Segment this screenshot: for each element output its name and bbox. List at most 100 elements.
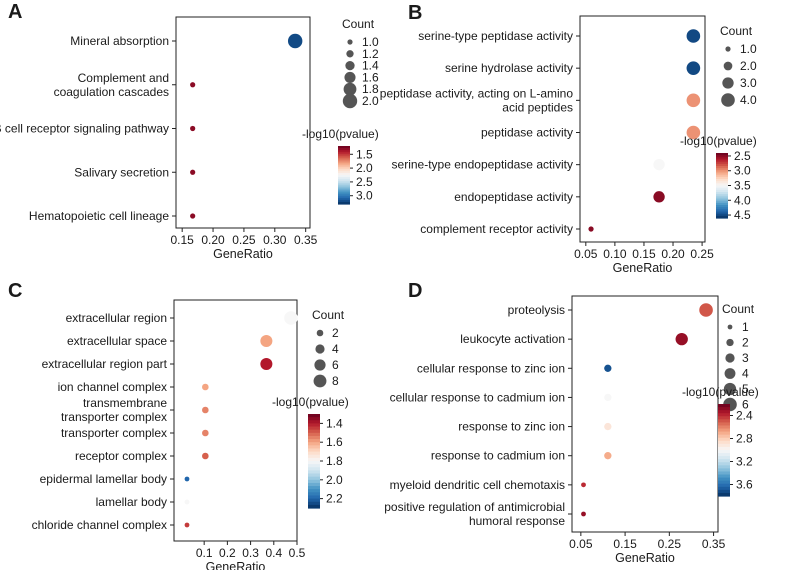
- color-legend-segment-a: [338, 176, 350, 180]
- color-legend-segment-b: [716, 215, 728, 219]
- data-point-b: [686, 61, 701, 75]
- x-tick-label-c: 0.4: [265, 546, 282, 560]
- data-point-c: [202, 383, 209, 391]
- color-legend-segment-a: [338, 157, 350, 161]
- x-tick-label-c: 0.2: [219, 546, 236, 560]
- color-legend-segment-d: [718, 410, 730, 414]
- color-legend-label-c: 1.4: [326, 416, 343, 430]
- category-label-line: acid peptides: [502, 100, 573, 114]
- color-legend-segment-a: [338, 146, 350, 149]
- data-point-c: [184, 522, 190, 528]
- category-label-c: ion channel complex: [58, 380, 167, 394]
- x-axis-title-b: GeneRatio: [613, 261, 673, 275]
- data-point-a: [190, 82, 196, 88]
- size-legend-dot-c: [316, 329, 324, 337]
- color-legend-segment-b: [716, 207, 728, 210]
- panel-label-c: C: [8, 280, 22, 302]
- color-legend-segment-a: [338, 186, 350, 190]
- color-legend-segment-a: [338, 161, 350, 164]
- color-legend-segment-b: [716, 183, 728, 187]
- category-label-d: response to cadmium ion: [431, 449, 565, 463]
- size-legend-dot-c: [314, 359, 326, 371]
- color-legend-segment-d: [718, 428, 730, 433]
- category-label-b: endopeptidase activity: [454, 190, 573, 204]
- category-label-a: Mineral absorption: [70, 34, 169, 48]
- color-legend-segment-a: [338, 147, 350, 151]
- x-tick-label-b: 0.15: [632, 247, 656, 261]
- color-legend-segment-d: [718, 462, 730, 466]
- size-legend-label-c: 4: [332, 342, 339, 356]
- size-legend-dot-a: [346, 50, 354, 58]
- color-legend-segment-b: [716, 196, 728, 200]
- color-legend-segment-b: [716, 187, 728, 191]
- color-legend-segment-c: [308, 476, 320, 481]
- category-label-line: Complement and: [78, 71, 169, 85]
- color-legend-label-d: 2.8: [736, 432, 753, 446]
- data-point-b: [653, 191, 665, 203]
- color-legend-segment-c: [308, 457, 320, 462]
- size-legend-title-b: Count: [720, 24, 753, 38]
- color-legend-segment-c: [308, 435, 320, 440]
- category-label-b: serine hydrolase activity: [445, 61, 573, 75]
- plot-frame-c: [173, 299, 298, 542]
- color-legend-segment-a: [338, 188, 350, 192]
- data-point-a: [287, 33, 303, 49]
- data-point-b: [686, 93, 701, 108]
- category-label-c: transporter complex: [61, 426, 167, 440]
- color-legend-segment-c: [308, 495, 320, 500]
- color-legend-segment-b: [716, 157, 728, 161]
- size-legend-label-d: 5: [742, 382, 749, 396]
- color-legend-segment-d: [718, 437, 730, 442]
- color-legend-segment-b: [716, 170, 728, 174]
- color-legend-segment-c: [308, 423, 320, 428]
- category-label-d: leukocyte activation: [460, 332, 565, 346]
- size-legend-dot-a: [347, 39, 353, 45]
- category-label-d: cellular response to cadmium ion: [390, 390, 565, 404]
- panel-label-d: D: [408, 280, 422, 302]
- color-legend-segment-c: [308, 482, 320, 487]
- color-legend-label-a: 2.0: [356, 161, 373, 175]
- size-legend-label-d: 1: [742, 320, 749, 334]
- x-axis-title-c: GeneRatio: [206, 560, 266, 570]
- size-legend-dot-a: [343, 82, 357, 96]
- category-label-c: extracellular region: [66, 311, 167, 325]
- panel-a: A Mineral absorption Complement and coagula…: [0, 1, 379, 261]
- category-label-line: transmembrane: [83, 396, 167, 410]
- color-legend-label-c: 1.8: [326, 454, 343, 468]
- category-label-c: transmembrane transporter complex: [61, 396, 167, 424]
- color-legend-segment-a: [338, 165, 350, 168]
- size-legend-label-d: 4: [742, 367, 749, 381]
- color-legend-segment-c: [308, 467, 320, 471]
- color-legend-segment-a: [338, 175, 350, 178]
- category-label-b: serine-type endopeptidase activity: [392, 158, 573, 172]
- color-legend-segment-b: [716, 202, 728, 206]
- data-point-a: [190, 169, 196, 175]
- size-legend-dot-c: [315, 344, 325, 354]
- color-legend-segment-c: [308, 501, 320, 506]
- data-point-d: [604, 364, 612, 372]
- x-tick-label-a: 0.35: [294, 233, 318, 247]
- size-legend-label-b: 1.0: [740, 42, 757, 56]
- size-legend-dot-b: [725, 46, 731, 52]
- color-legend-segment-a: [338, 194, 350, 197]
- category-label-b: serine-type peptidase activity: [418, 29, 573, 43]
- color-legend-segment-d: [718, 471, 730, 476]
- color-legend-segment-d: [718, 440, 730, 445]
- color-legend-segment-a: [338, 192, 350, 195]
- color-legend-segment-d: [718, 480, 730, 485]
- color-legend-segment-a: [338, 149, 350, 153]
- color-legend-label-b: 3.0: [734, 164, 751, 178]
- category-label-d: cellular response to zinc ion: [417, 361, 565, 375]
- color-legend-segment-b: [716, 205, 728, 208]
- category-label-c: extracellular space: [67, 334, 167, 348]
- color-legend-segment-c: [308, 429, 320, 434]
- data-point-a: [190, 213, 196, 219]
- color-legend-segment-a: [338, 151, 350, 155]
- color-legend-label-d: 3.6: [736, 478, 753, 492]
- x-tick-label-a: 0.30: [263, 233, 287, 247]
- category-label-c: epidermal lamellar body: [40, 472, 167, 486]
- category-label-c: lamellar body: [96, 495, 167, 509]
